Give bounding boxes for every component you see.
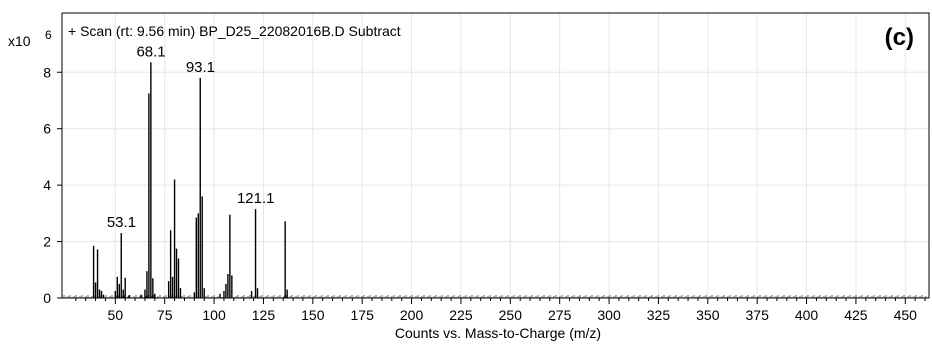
- x-tick-label: 250: [499, 307, 523, 323]
- gridlines: [62, 13, 929, 298]
- x-tick-label: 175: [351, 307, 375, 323]
- peak-annotations: 53.1 68.1 93.1 121.1: [107, 43, 275, 231]
- x-tick-label: 450: [894, 307, 918, 323]
- x-tick-label: 125: [252, 307, 276, 323]
- spectrum-peaks: [92, 62, 288, 298]
- x-tick-label: 200: [400, 307, 424, 323]
- y-tick-label: 2: [43, 234, 51, 250]
- x-tick-label: 300: [597, 307, 621, 323]
- y-tick-label: 6: [43, 121, 51, 137]
- x-tick-label: 425: [844, 307, 868, 323]
- x-tick-label: 350: [696, 307, 720, 323]
- x-tick-label: 75: [157, 307, 173, 323]
- plot-frame: [61, 12, 930, 299]
- y-tick-label: 0: [43, 290, 51, 306]
- y-axis-ticks: 0 2 4 6 8: [43, 64, 62, 306]
- peak-label: 93.1: [186, 59, 215, 76]
- x-axis-label: Counts vs. Mass-to-Charge (m/z): [395, 325, 601, 341]
- x-tick-label: 150: [301, 307, 325, 323]
- y-tick-label: 8: [43, 64, 51, 80]
- x-tick-label: 100: [202, 307, 226, 323]
- peak-label: 53.1: [107, 214, 136, 231]
- y-tick-label: 4: [43, 177, 51, 193]
- x-tick-label: 275: [548, 307, 572, 323]
- x-tick-label: 50: [108, 307, 124, 323]
- x-tick-label: 225: [449, 307, 473, 323]
- peak-label: 68.1: [136, 43, 165, 60]
- y-axis-multiplier: x10: [8, 33, 31, 49]
- x-tick-label: 325: [647, 307, 671, 323]
- y-axis-exponent: 6: [45, 28, 52, 42]
- chart-title: + Scan (rt: 9.56 min) BP_D25_22082016B.D…: [68, 23, 401, 39]
- panel-label: (c): [885, 24, 914, 51]
- x-tick-label: 375: [746, 307, 770, 323]
- peak-label: 121.1: [237, 190, 275, 207]
- x-tick-label: 400: [795, 307, 819, 323]
- x-axis-ticks: 50 75 100 125 150 175 200 225 250 275 300 325 350 375…: [75, 298, 926, 323]
